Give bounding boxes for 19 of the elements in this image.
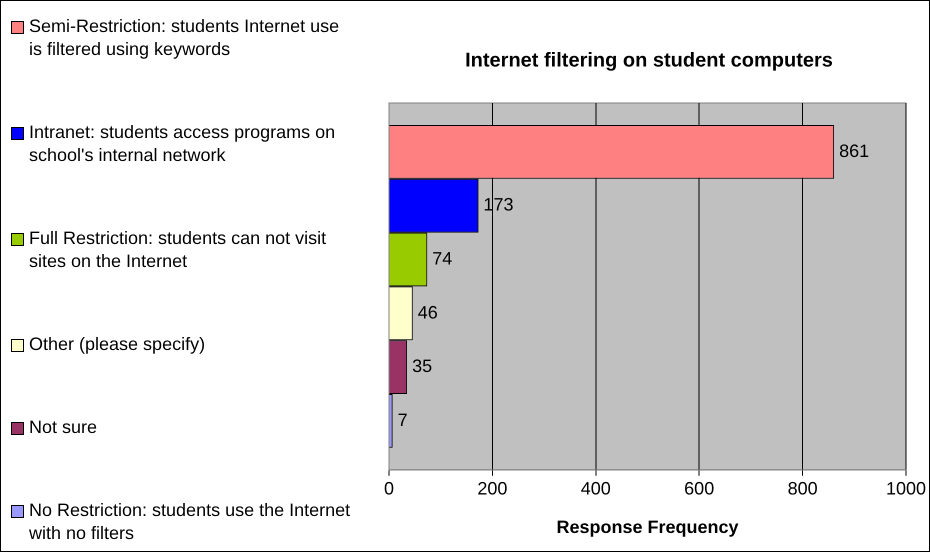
legend-label: Other (please specify) (29, 333, 206, 356)
data-label: 7 (398, 410, 408, 430)
legend-label: Semi-Restriction: students Internet use is filtered using keywords (29, 15, 340, 61)
data-label: 35 (412, 356, 432, 376)
x-tick-label: 800 (788, 478, 818, 499)
x-tick-label: 1000 (886, 478, 926, 499)
data-label: 861 (839, 140, 870, 161)
x-tick-label: 0 (384, 478, 394, 499)
chart-title: Internet filtering on student computers (465, 50, 833, 72)
legend-label: Intranet: students access programs on school's internal network (29, 121, 336, 167)
legend-label: No Restriction: students use the Internet with no filters (29, 499, 351, 545)
legend-label: Full Restriction: students can not visit sites on the Internet (29, 227, 328, 273)
data-label: 46 (418, 302, 438, 322)
x-tick-label: 200 (477, 478, 508, 499)
legend-label: Not sure (29, 416, 98, 439)
x-tick-label: 400 (580, 478, 611, 499)
data-label: 74 (432, 248, 452, 268)
x-tick-label: 600 (684, 478, 714, 499)
x-axis-title: Response Frequency (556, 517, 739, 538)
